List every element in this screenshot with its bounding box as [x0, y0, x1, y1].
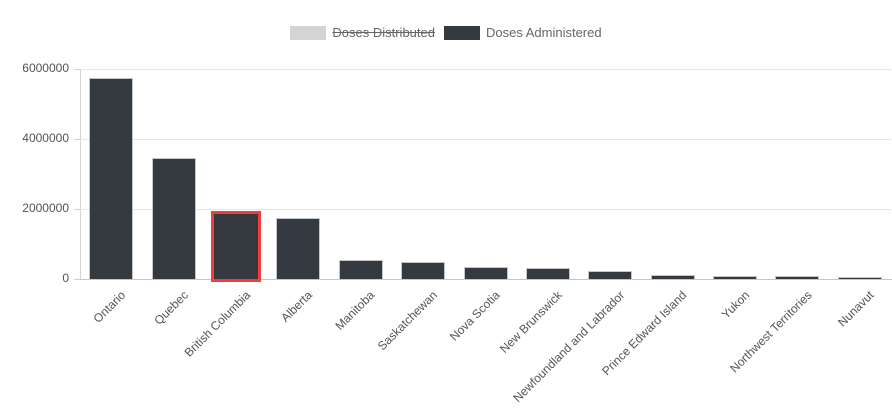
y-tick-mark	[74, 278, 80, 280]
gridline-6000000	[80, 68, 891, 70]
x-axis-label-newfoundland-and-labrador: Newfoundland and Labrador	[510, 288, 628, 405]
gridline-2000000	[80, 208, 891, 210]
legend-item-doses-administered[interactable]: Doses Administered	[443, 25, 602, 40]
bar-ontario[interactable]	[89, 78, 134, 279]
y-tick-mark	[74, 68, 80, 70]
bar-yukon[interactable]	[713, 276, 758, 279]
x-axis-label-nunavut: Nunavut	[835, 288, 877, 330]
bar-saskatchewan[interactable]	[401, 261, 446, 279]
bar-british-columbia[interactable]	[210, 211, 261, 282]
y-tick-mark	[74, 208, 80, 210]
bar-prince-edward-island[interactable]	[650, 275, 695, 279]
chart-legend: Doses Distributed Doses Administered	[0, 26, 892, 40]
bar-new-brunswick[interactable]	[525, 268, 570, 279]
bar-alberta[interactable]	[276, 218, 321, 279]
y-axis-tick-label: 6000000	[22, 61, 69, 75]
x-axis-label-new-brunswick: New Brunswick	[496, 288, 565, 356]
bar-nunavut[interactable]	[837, 277, 882, 279]
bar-manitoba[interactable]	[338, 260, 383, 279]
legend-swatch-doses-administered	[443, 26, 480, 40]
bar-newfoundland-and-labrador[interactable]	[588, 271, 633, 279]
y-axis-tick-label: 4000000	[22, 131, 69, 145]
legend-swatch-doses-distributed	[290, 26, 327, 40]
x-axis-label-saskatchewan: Saskatchewan	[374, 288, 441, 354]
x-axis-label-manitoba: Manitoba	[332, 288, 378, 333]
bar-nova-scotia[interactable]	[463, 266, 508, 279]
bar-quebec[interactable]	[151, 158, 196, 279]
x-axis-label-nova-scotia: Nova Scotia	[446, 288, 503, 344]
y-axis-tick-label: 0	[62, 271, 69, 285]
x-axis-label-alberta: Alberta	[278, 288, 316, 325]
x-axis-label-ontario: Ontario	[90, 288, 129, 326]
plot-area	[80, 69, 892, 280]
legend-label-doses-distributed: Doses Distributed	[332, 25, 435, 40]
x-axis-label-yukon: Yukon	[718, 288, 752, 322]
legend-item-doses-distributed[interactable]: Doses Distributed	[290, 26, 435, 40]
x-axis-label-quebec: Quebec	[150, 288, 191, 328]
legend-label-doses-administered: Doses Administered	[485, 25, 602, 40]
bar-northwest-territories[interactable]	[775, 276, 820, 279]
y-tick-mark	[74, 138, 80, 140]
y-axis-tick-label: 2000000	[22, 201, 69, 215]
x-axis-label-british-columbia: British Columbia	[181, 288, 253, 360]
gridline-4000000	[80, 138, 891, 140]
